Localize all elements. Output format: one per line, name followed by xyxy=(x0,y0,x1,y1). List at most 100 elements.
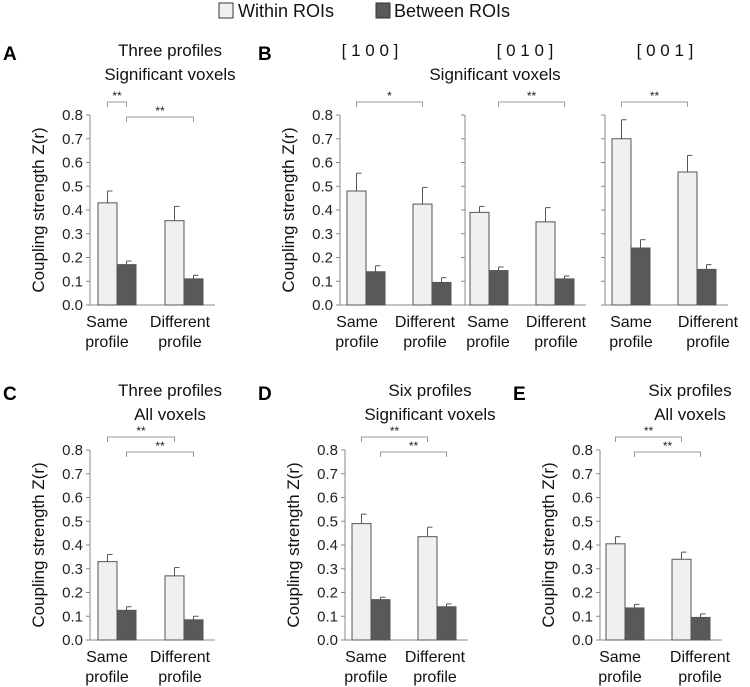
panel-b-subtitle: Significant voxels xyxy=(429,65,560,84)
significance-label: ** xyxy=(663,439,673,453)
y-tick-label: 0.4 xyxy=(62,537,83,554)
category-label: Same xyxy=(467,314,509,331)
bar-within-different xyxy=(164,220,185,306)
y-tick-label: 0.7 xyxy=(62,466,83,483)
significance-bracket xyxy=(634,451,701,457)
panel-letter-b: B xyxy=(258,44,272,65)
legend-label-within: Within ROIs xyxy=(238,1,334,21)
category-label: profile xyxy=(678,669,722,686)
y-tick-label: 0.0 xyxy=(62,632,83,649)
panel-e-title-line: All voxels xyxy=(654,405,726,424)
panel-e: Six profiles All voxels 0.0 0.1 0.2 0.3 0.4 0.5… xyxy=(539,381,732,686)
bar-within-different xyxy=(671,558,692,641)
y-tick-label: 0.5 xyxy=(62,178,83,195)
category-label: profile xyxy=(158,669,202,686)
panel-letter-d: D xyxy=(258,384,272,405)
significance-bracket xyxy=(361,436,428,442)
significance-label: ** xyxy=(155,439,165,453)
y-tick-label: 0.2 xyxy=(572,585,593,602)
panel-a-title-line: Significant voxels xyxy=(104,65,235,84)
panel-c-title-line: All voxels xyxy=(134,405,206,424)
significance-label: ** xyxy=(112,89,122,103)
bar-between-same xyxy=(630,247,651,306)
panel-b1-title-line: [ 1 0 0 ] xyxy=(342,41,399,60)
legend-swatch-between xyxy=(375,2,391,19)
significance-label: ** xyxy=(390,424,400,438)
y-tick-label: 0.0 xyxy=(317,632,338,649)
category-label: Different xyxy=(526,314,587,331)
bar-between-same xyxy=(365,271,386,306)
y-tick-label: 0.8 xyxy=(62,442,83,459)
y-tick-label: 0.3 xyxy=(312,226,333,243)
panels: Three profiles Significant voxels 0.0 0.1 0.… xyxy=(29,41,739,686)
panel-d-title-line: Significant voxels xyxy=(364,405,495,424)
panel-d-title-line: Six profiles xyxy=(388,381,471,400)
panel-letter-c: C xyxy=(3,384,17,405)
y-tick-label: 0.6 xyxy=(572,490,593,507)
bar-within-same xyxy=(346,190,367,306)
bar-between-different xyxy=(183,619,204,641)
category-label: profile xyxy=(534,334,578,351)
y-tick-label: 0.6 xyxy=(317,490,338,507)
y-tick-label: 0.7 xyxy=(317,466,338,483)
y-axis-label: Coupling strength Z(r) xyxy=(539,462,558,627)
y-tick-label: 0.0 xyxy=(62,297,83,314)
bar-within-same xyxy=(605,543,626,641)
bar-within-different xyxy=(677,171,698,306)
y-tick-label: 0.1 xyxy=(62,273,83,290)
bar-between-same xyxy=(488,270,509,306)
bar-within-different xyxy=(164,575,185,641)
y-tick-label: 0.4 xyxy=(317,537,338,554)
significance-label: * xyxy=(387,89,392,103)
panel-b2: [ 0 1 0 ] Same profile Different profile ** xyxy=(461,41,587,351)
panel-d: Six profiles Significant voxels 0.0 0.1 0.2 0… xyxy=(284,381,496,686)
y-tick-label: 0.5 xyxy=(317,513,338,530)
significance-label: ** xyxy=(155,104,165,118)
bar-within-different xyxy=(417,536,438,641)
panel-c: Three profiles All voxels 0.0 0.1 0.2 0.3 0.4 0… xyxy=(29,381,222,686)
category-label: Different xyxy=(670,649,731,666)
y-axis-label: Coupling strength Z(r) xyxy=(279,127,298,292)
panel-b2-title-line: [ 0 1 0 ] xyxy=(497,41,554,60)
y-tick-label: 0.7 xyxy=(312,131,333,148)
significance-label: ** xyxy=(644,424,654,438)
category-label: profile xyxy=(598,669,642,686)
bar-between-same xyxy=(624,607,645,641)
y-tick-label: 0.1 xyxy=(572,608,593,625)
y-tick-label: 0.5 xyxy=(312,178,333,195)
category-label: Different xyxy=(395,314,456,331)
y-tick-label: 0.2 xyxy=(317,585,338,602)
y-tick-label: 0.4 xyxy=(572,537,593,554)
significance-label: ** xyxy=(136,424,146,438)
y-tick-label: 0.3 xyxy=(317,561,338,578)
y-tick-label: 0.1 xyxy=(62,608,83,625)
category-label: Same xyxy=(86,314,128,331)
bar-between-different xyxy=(431,281,452,306)
category-label: profile xyxy=(686,334,730,351)
legend-label-between: Between ROIs xyxy=(394,1,510,21)
y-tick-label: 0.4 xyxy=(312,202,333,219)
bar-within-different xyxy=(412,203,433,306)
category-label: profile xyxy=(609,334,653,351)
y-tick-label: 0.6 xyxy=(62,155,83,172)
panel-b1: [ 1 0 0 ] 0.0 0.1 0.2 0.3 0.4 0.5 0.6 0.7 0.8 Coup… xyxy=(279,41,463,351)
y-tick-label: 0.3 xyxy=(62,226,83,243)
y-tick-label: 0.1 xyxy=(312,273,333,290)
bar-within-same xyxy=(97,202,118,306)
y-tick-label: 0.5 xyxy=(62,513,83,530)
significance-bracket xyxy=(498,101,565,107)
panel-b3: [ 0 0 1 ] Same profile Different profile ** xyxy=(601,41,739,351)
category-label: profile xyxy=(85,334,129,351)
y-axis-label: Coupling strength Z(r) xyxy=(284,462,303,627)
category-label: Same xyxy=(86,649,128,666)
panel-b3-title-line: [ 0 0 1 ] xyxy=(637,41,694,60)
significance-bracket xyxy=(107,101,127,107)
significance-bracket xyxy=(126,451,194,457)
significance-bracket xyxy=(380,451,447,457)
bar-between-different xyxy=(183,278,204,306)
category-label: Same xyxy=(345,649,387,666)
category-label: Same xyxy=(599,649,641,666)
y-tick-label: 0.2 xyxy=(312,250,333,267)
y-tick-label: 0.6 xyxy=(62,490,83,507)
